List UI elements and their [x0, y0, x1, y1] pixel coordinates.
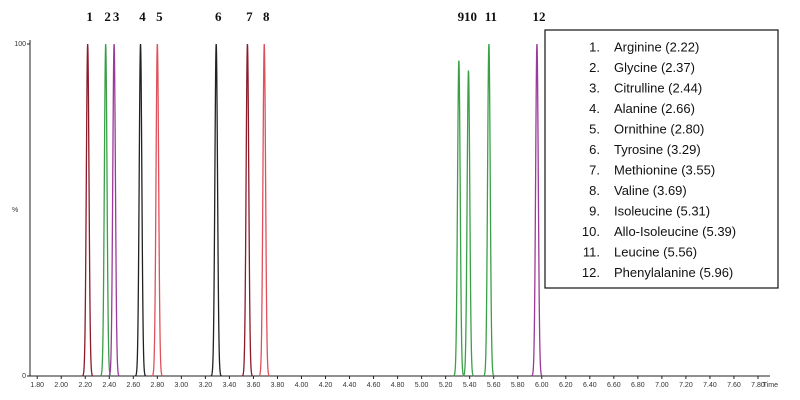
x-axis-label: Time — [763, 382, 778, 389]
legend-text: Arginine (2.22) — [614, 39, 699, 54]
legend-number: 11. — [583, 244, 600, 259]
legend-text: Ornithine (2.80) — [614, 121, 704, 136]
legend-text: Glycine (2.37) — [614, 60, 695, 75]
x-tick-label: 4.20 — [319, 382, 333, 389]
legend-number: 7. — [589, 162, 600, 177]
peak — [108, 43, 120, 377]
peak-label: 6 — [215, 9, 222, 24]
peak — [453, 60, 465, 377]
legend-text: Leucine (5.56) — [614, 244, 697, 259]
peak — [210, 43, 222, 377]
x-tick-label: 5.00 — [415, 382, 429, 389]
x-tick-label: 3.00 — [175, 382, 189, 389]
x-tick-label: 4.60 — [367, 382, 381, 389]
legend-text: Allo-Isoleucine (5.39) — [614, 224, 736, 239]
x-tick-label: 2.00 — [54, 382, 68, 389]
peak-label: 5 — [156, 9, 163, 24]
legend-number: 5. — [589, 121, 600, 136]
x-tick-label: 4.00 — [295, 382, 309, 389]
peak — [100, 43, 112, 377]
peak-label: 7 — [246, 9, 253, 24]
peak — [134, 43, 147, 377]
x-tick-label: 2.80 — [151, 382, 165, 389]
x-tick-label: 5.20 — [439, 382, 453, 389]
x-tick-label: 2.60 — [126, 382, 140, 389]
peak-label: 1 — [86, 9, 93, 24]
x-tick-label: 6.60 — [607, 382, 621, 389]
x-tick-label: 7.00 — [655, 382, 669, 389]
legend-number: 3. — [589, 80, 600, 95]
peak — [241, 43, 253, 377]
x-tick-label: 5.40 — [463, 382, 477, 389]
y-tick-label: 100 — [14, 41, 26, 48]
x-tick-label: 5.80 — [511, 382, 525, 389]
legend-number: 12. — [582, 265, 600, 280]
peak — [483, 43, 495, 377]
peak-label: 8 — [263, 9, 270, 24]
peak-label: 3 — [113, 9, 120, 24]
x-tick-label: 3.80 — [271, 382, 285, 389]
legend-number: 4. — [589, 101, 600, 116]
legend-text: Methionine (3.55) — [614, 162, 715, 177]
x-tick-label: 5.60 — [487, 382, 501, 389]
legend-text: Valine (3.69) — [614, 183, 687, 198]
x-tick-label: 3.60 — [247, 382, 261, 389]
x-tick-label: 2.40 — [102, 382, 116, 389]
peak — [151, 43, 163, 377]
peak-label: 12 — [532, 9, 545, 24]
legend-number: 10. — [582, 224, 600, 239]
peak-label: 2 — [104, 9, 111, 24]
legend-number: 1. — [589, 39, 600, 54]
legend-number: 9. — [589, 203, 600, 218]
legend-number: 6. — [589, 142, 600, 157]
peak — [531, 43, 543, 377]
x-tick-label: 7.20 — [679, 382, 693, 389]
x-tick-label: 4.40 — [343, 382, 357, 389]
x-tick-label: 6.20 — [559, 382, 573, 389]
x-tick-label: 6.40 — [583, 382, 597, 389]
legend-number: 8. — [589, 183, 600, 198]
peak — [258, 43, 270, 377]
x-tick-label: 3.40 — [223, 382, 237, 389]
y-axis-label: % — [12, 207, 18, 214]
x-tick-label: 1.80 — [30, 382, 44, 389]
x-tick-label: 7.80 — [751, 382, 765, 389]
x-tick-label: 4.80 — [391, 382, 405, 389]
peak — [82, 43, 94, 377]
peak-label: 10 — [464, 9, 477, 24]
legend-box — [544, 29, 779, 289]
peak-label: 4 — [139, 9, 146, 24]
x-tick-label: 6.00 — [535, 382, 549, 389]
legend-text: Citrulline (2.44) — [614, 80, 702, 95]
peak-label: 9 — [458, 9, 465, 24]
x-tick-label: 7.60 — [727, 382, 741, 389]
legend-text: Phenylalanine (5.96) — [614, 265, 733, 280]
legend-text: Alanine (2.66) — [614, 101, 695, 116]
y-tick-label: 0 — [22, 373, 26, 380]
legend-number: 2. — [589, 60, 600, 75]
x-tick-label: 6.80 — [631, 382, 645, 389]
x-tick-label: 2.20 — [78, 382, 92, 389]
x-tick-label: 3.20 — [199, 382, 213, 389]
legend-text: Isoleucine (5.31) — [614, 203, 710, 218]
peak — [462, 70, 474, 377]
peak-label: 11 — [485, 9, 497, 24]
legend-text: Tyrosine (3.29) — [614, 142, 701, 157]
x-tick-label: 7.40 — [703, 382, 717, 389]
